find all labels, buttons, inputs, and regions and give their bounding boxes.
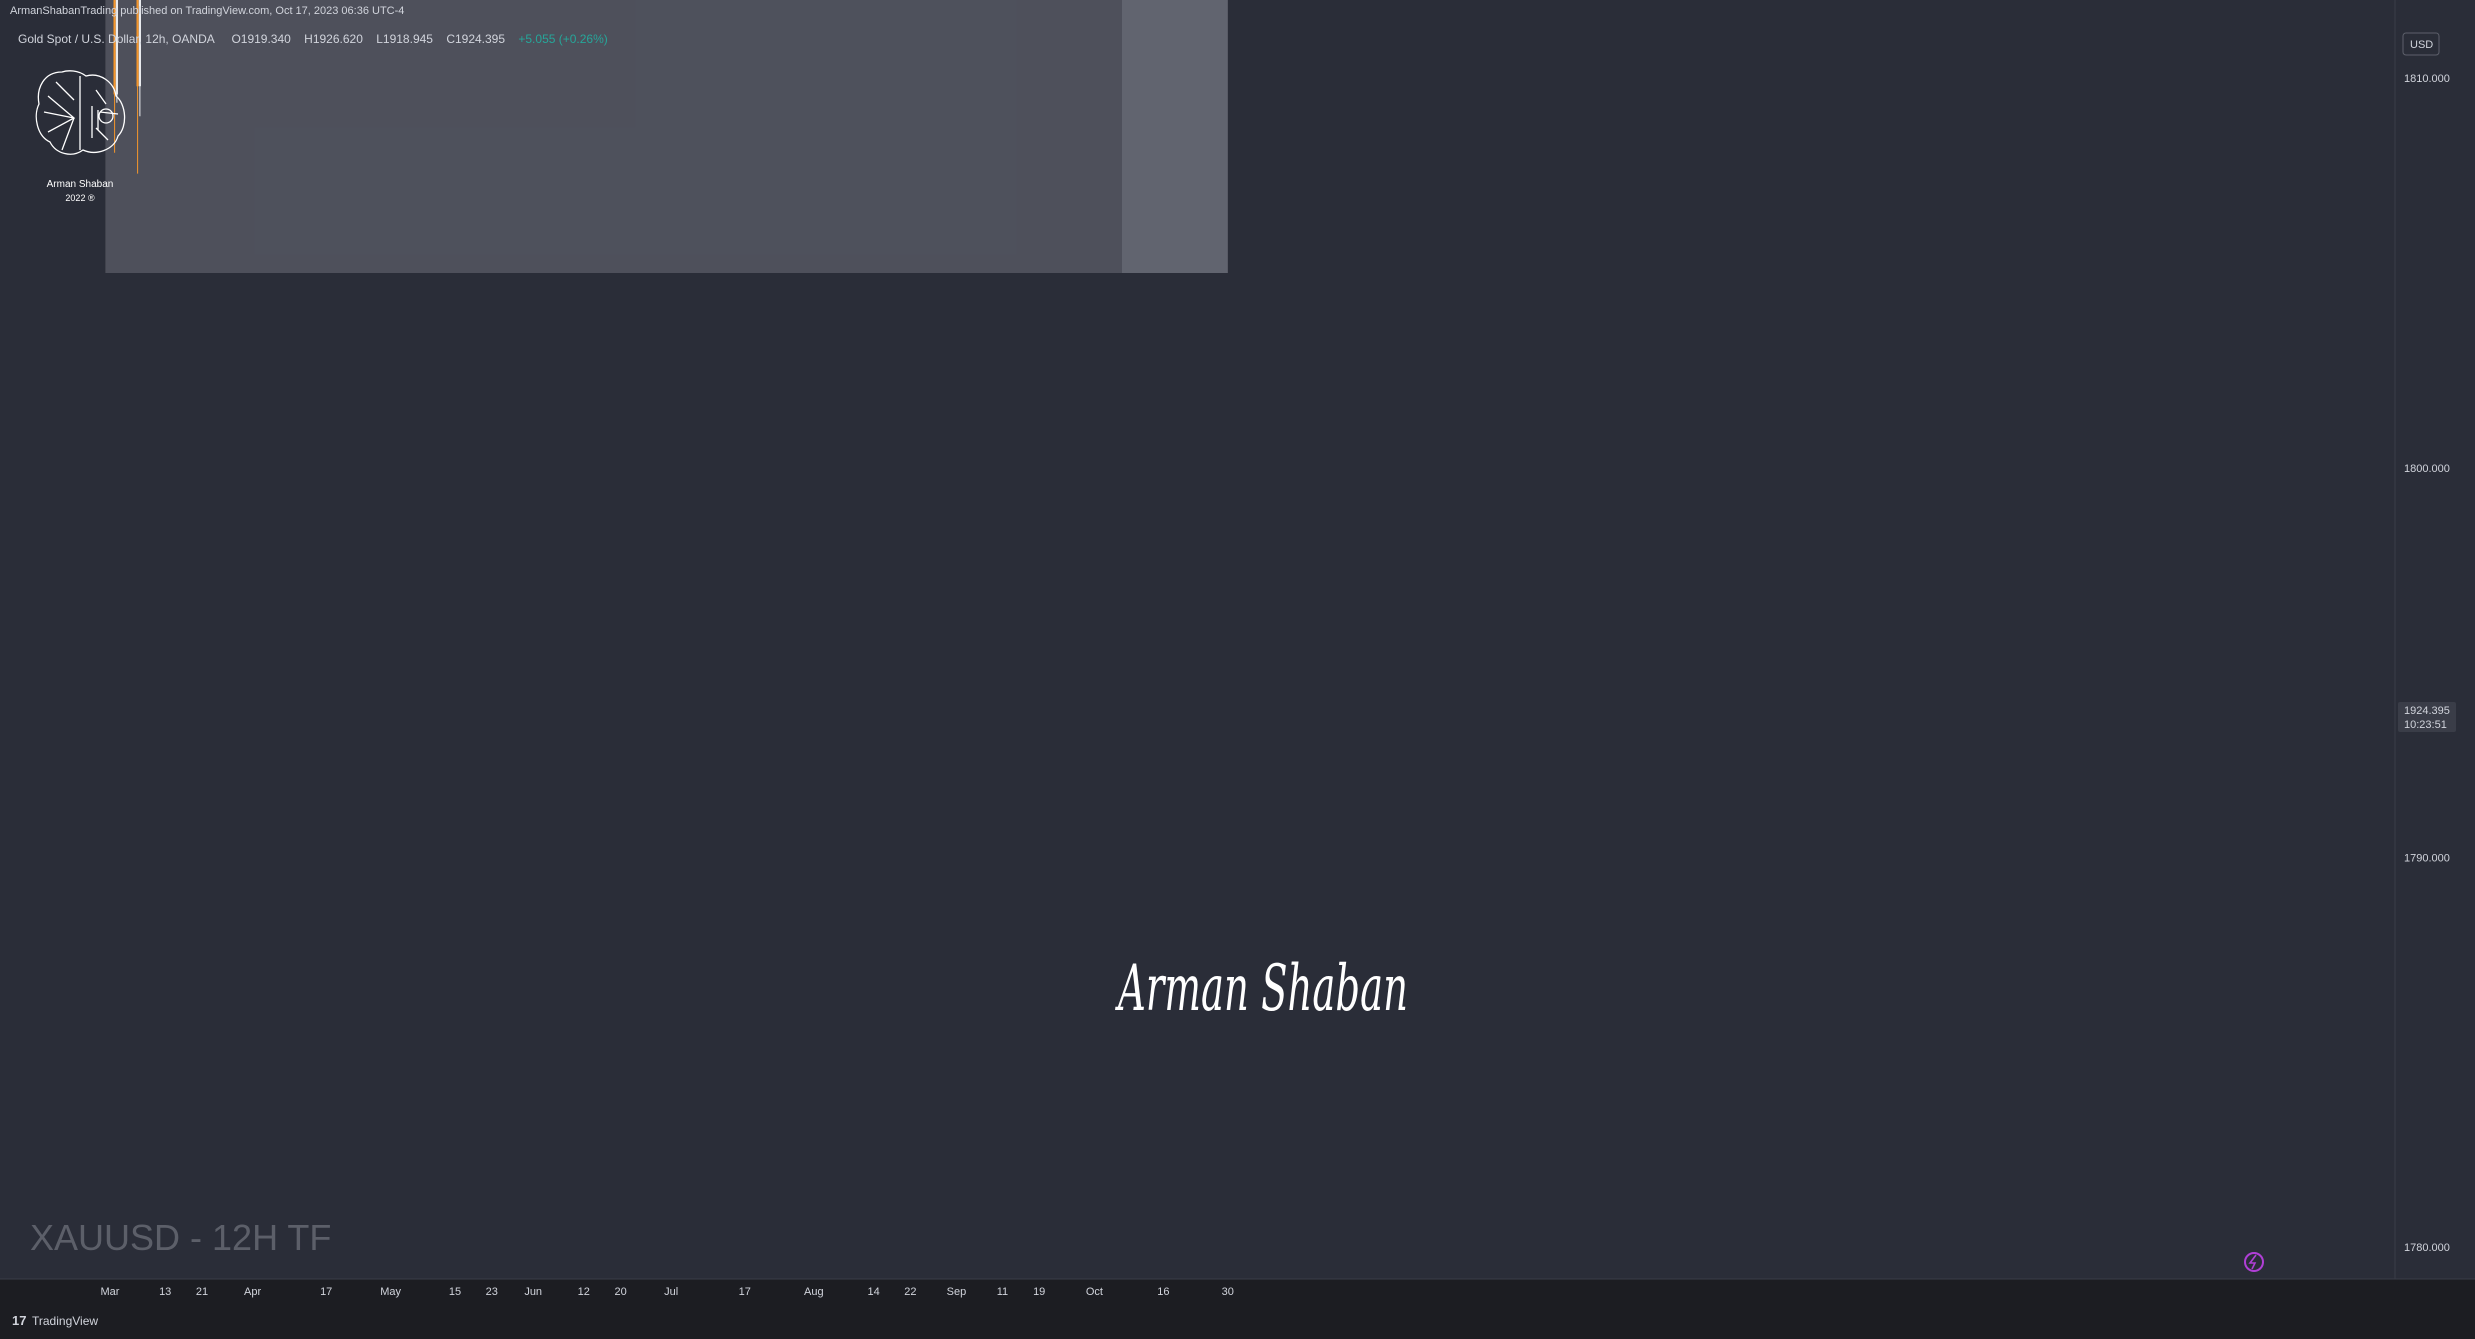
zones-layer	[105, 0, 1228, 274]
ohlc-low: L1918.945	[376, 32, 433, 46]
x-tick-label: 15	[449, 1286, 461, 1298]
x-tick-label: Jul	[664, 1286, 678, 1298]
bar-countdown: 10:23:51	[2404, 719, 2447, 731]
ohlc-close: C1924.395	[446, 32, 505, 46]
time-axis-ticks: Mar 13 21 Apr 17 May 15 23 Jun 12 20 Jul 17 Aug 14 22 Se…	[101, 1286, 1234, 1298]
tv-mark-icon: 17	[12, 1313, 26, 1328]
x-tick-label: 19	[1033, 1286, 1045, 1298]
author-signature: Arman Shaban	[1115, 952, 1408, 1026]
candle	[115, 0, 118, 103]
x-tick-label: 21	[196, 1286, 208, 1298]
x-tick-label: Apr	[244, 1286, 261, 1298]
x-tick-label: 16	[1157, 1286, 1169, 1298]
price-axis-ticks: 1780.0001790.0001800.0001810.0001820.000…	[2404, 73, 2450, 1254]
alert-icon[interactable]	[2244, 1252, 2264, 1272]
x-tick-label: Sep	[947, 1286, 967, 1298]
x-tick-label: 22	[904, 1286, 916, 1298]
x-tick-label: 14	[867, 1286, 879, 1298]
svg-text:Gold Spot / U.S. Dollar, 12h,: Gold Spot / U.S. Dollar, 12h, OANDA O191…	[18, 32, 608, 46]
x-tick-label: 23	[486, 1286, 498, 1298]
plot-background	[0, 0, 2395, 1279]
last-price-badge: 1924.395 10:23:51	[2398, 702, 2456, 732]
x-tick-label: 20	[614, 1286, 626, 1298]
candle	[138, 0, 141, 117]
x-tick-label: May	[380, 1286, 401, 1298]
x-tick-label: Aug	[804, 1286, 824, 1298]
y-tick-label: 1790.000	[2404, 852, 2450, 864]
footer-brand: TradingView	[32, 1314, 98, 1328]
candle	[136, 0, 139, 174]
x-tick-label: 17	[739, 1286, 751, 1298]
price-axis-background	[2395, 0, 2475, 1279]
logo-name: Arman Shaban	[47, 179, 114, 190]
x-tick-label: 11	[997, 1286, 1008, 1298]
currency-button[interactable]: USD	[2402, 32, 2440, 56]
x-tick-label: 30	[1222, 1286, 1234, 1298]
tradingview-logo[interactable]: 17 TradingView	[12, 1313, 98, 1328]
symbol-title: Gold Spot / U.S. Dollar, 12h, OANDA	[18, 32, 215, 46]
candle	[113, 0, 116, 153]
logo-year: 2022 ®	[65, 193, 95, 203]
y-tick-label: 1810.000	[2404, 73, 2450, 85]
publish-info: ArmanShabanTrading published on TradingV…	[10, 5, 404, 17]
ohlc-change: +5.055 (+0.26%)	[518, 32, 607, 46]
brand-logo: Arman Shaban 2022 ®	[35, 70, 126, 203]
last-price: 1924.395	[2404, 705, 2450, 717]
x-tick-label: Oct	[1086, 1286, 1103, 1298]
currency-label: USD	[2410, 39, 2433, 51]
x-tick-label: 13	[159, 1286, 171, 1298]
x-tick-label: 17	[320, 1286, 332, 1298]
ohlc-high: H1926.620	[304, 32, 363, 46]
symbol-watermark: XAUUSD - 12H TF	[30, 1217, 331, 1258]
zone-rect	[1122, 0, 1228, 273]
x-tick-label: Mar	[101, 1286, 120, 1298]
zone-rect	[105, 0, 1228, 274]
x-tick-label: Jun	[524, 1286, 542, 1298]
y-tick-label: 1780.000	[2404, 1242, 2450, 1254]
brain-icon	[35, 70, 126, 155]
ohlc-open: O1919.340	[231, 32, 291, 46]
x-tick-label: 12	[578, 1286, 590, 1298]
candles-layer	[113, 0, 141, 174]
y-tick-label: 1800.000	[2404, 463, 2450, 475]
